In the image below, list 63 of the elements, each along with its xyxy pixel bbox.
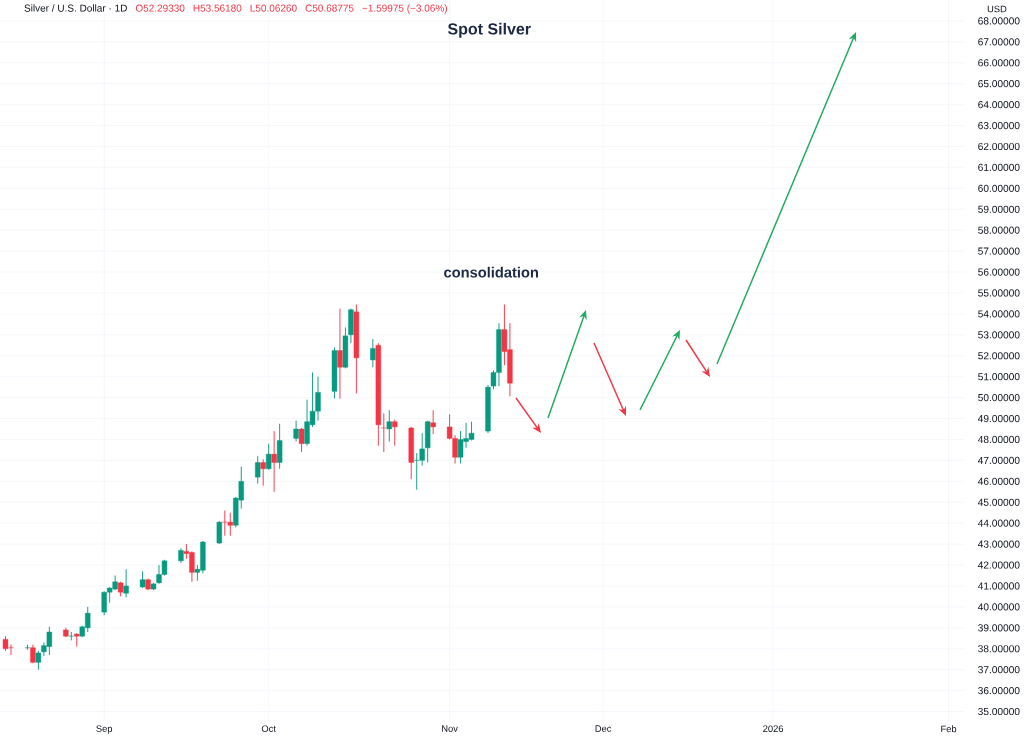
y-tick-label: 51.00000 [978,373,1020,381]
candlestick [430,409,436,435]
y-tick-label: 67.00000 [978,38,1020,46]
candlestick [123,568,129,598]
annotation: C50.68775 [305,4,354,12]
y-tick-label: 40.00000 [977,603,1020,611]
y-tick-label: 50.00000 [978,394,1020,402]
x-tick-label: Dec [595,725,612,732]
candlestick [392,419,398,447]
y-tick-label: 64.00000 [978,101,1020,109]
y-tick-label: 44.00000 [977,519,1020,527]
annotation: H53.56180 [193,4,242,12]
y-tick-label: 63.00000 [978,121,1020,130]
candlestick [381,412,387,453]
x-tick-label: Nov [442,725,458,732]
candlestick [271,430,277,493]
y-tick-label: 58.00000 [978,226,1020,234]
candlestick [255,455,261,484]
y-tick-label: 41.00000 [977,582,1020,590]
y-tick-label: 47.00000 [977,456,1020,464]
y-tick-label: 62.00000 [978,142,1020,151]
y-tick-label: 59.00000 [978,205,1020,213]
y-tick-label: 66.00000 [978,59,1020,67]
candlestick [298,427,305,453]
y-tick-label: 35.00000 [978,707,1020,716]
candlestick [293,420,299,443]
y-tick-label: 68.00000 [978,17,1020,25]
x-tick-label: 2026 [763,725,784,732]
annotation: −1.59975 (−3.06%) [362,4,447,14]
x-tick-label: Sep [96,725,113,734]
y-tick-label: 43.00000 [977,540,1020,548]
candlestick [386,409,392,443]
y-tick-label: 45.00000 [977,498,1020,506]
y-tick-label: 56.00000 [978,268,1020,276]
annotation: L50.06260 [250,4,297,12]
annotation: O52.29330 [135,4,185,12]
candlestick [337,308,343,400]
candlestick [266,443,272,471]
annotation: consolidation [444,266,538,278]
y-axis-title: USD [987,5,1007,13]
x-tick-label: Oct [261,725,276,732]
y-tick-label: 60.00000 [978,184,1020,192]
candlestick [276,423,283,470]
candlestick [260,458,266,486]
y-tick-label: 49.00000 [977,414,1020,423]
y-tick-label: 53.00000 [978,331,1020,339]
text: Spot Silver [447,22,531,38]
candlestick [370,338,376,368]
x-tick-label: Feb [941,725,957,733]
y-tick-label: 48.00000 [977,435,1020,444]
y-tick-label: 38.00000 [978,645,1020,653]
y-tick-label: 57.00000 [978,247,1020,255]
y-tick-label: 46.00000 [977,477,1020,485]
y-tick-label: 42.00000 [977,561,1020,569]
chart-subtitle: Silver / U.S. Dollar · 1D [24,4,127,12]
y-tick-label: 39.00000 [978,624,1020,632]
y-tick-label: 61.00000 [978,163,1020,171]
y-tick-label: 65.00000 [978,80,1020,88]
y-tick-label: 54.00000 [978,310,1020,318]
y-tick-label: 52.00000 [978,352,1020,360]
y-tick-label: 37.00000 [978,666,1020,674]
y-tick-label: 55.00000 [978,289,1020,297]
y-tick-label: 36.00000 [978,686,1020,695]
